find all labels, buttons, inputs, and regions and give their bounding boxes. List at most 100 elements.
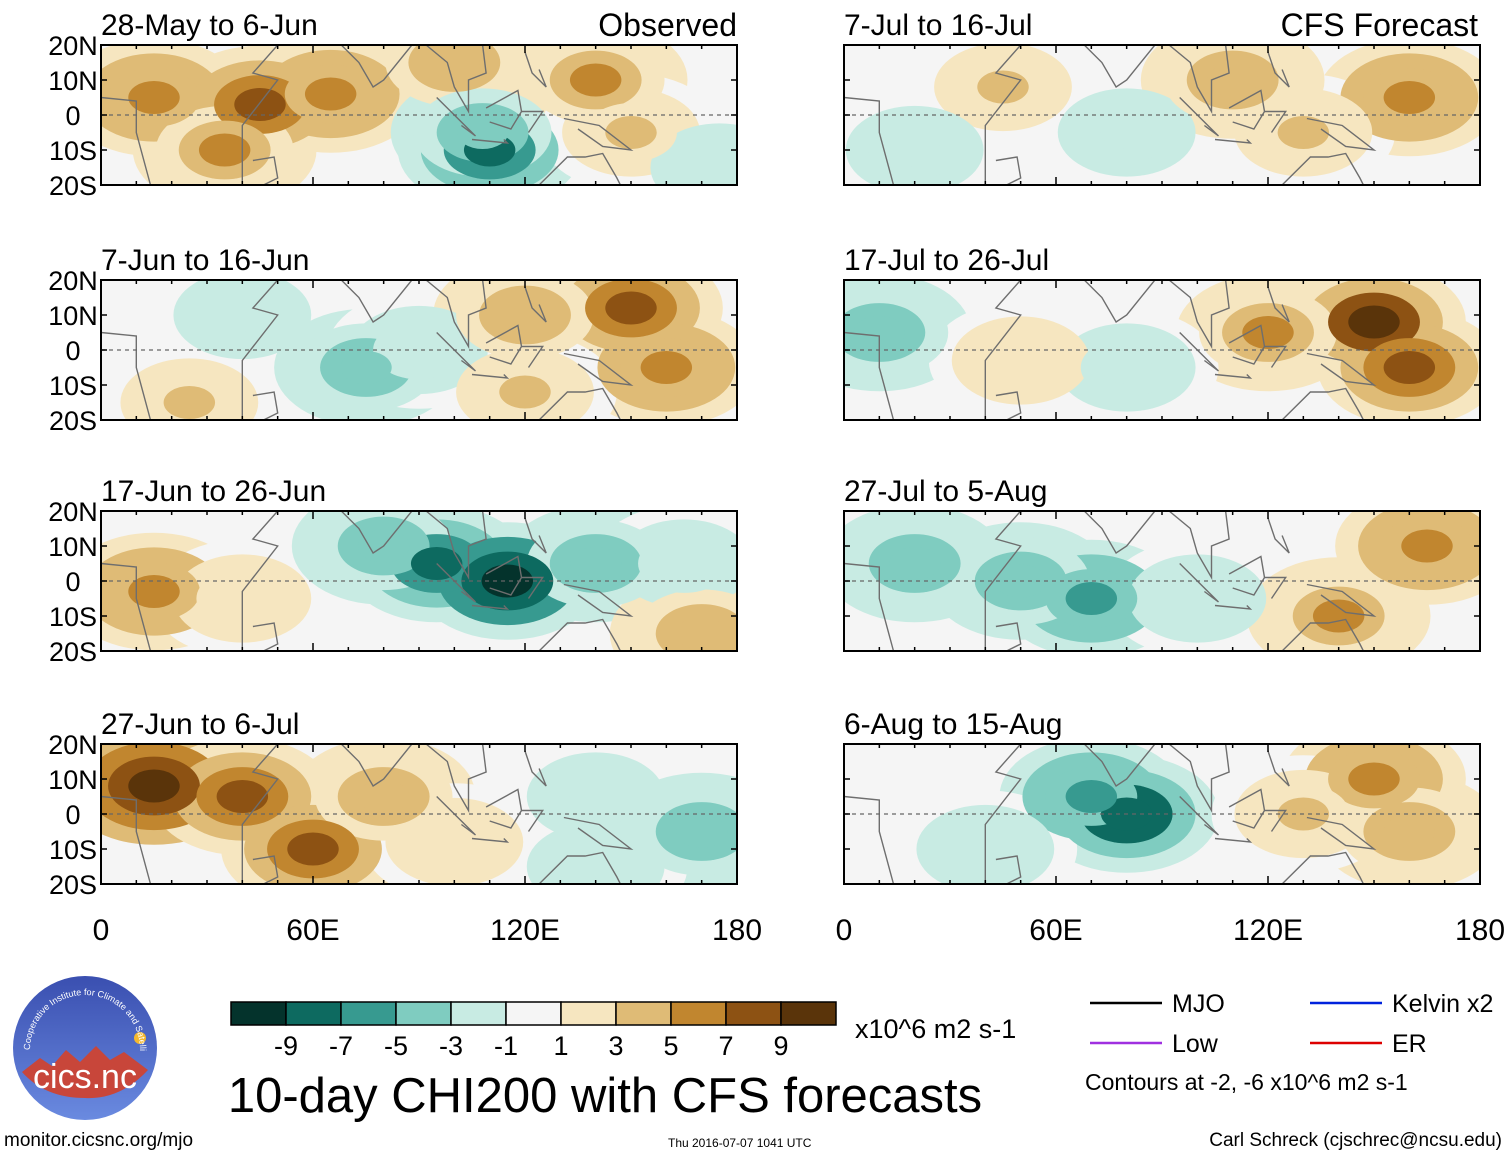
panel-period-label: 27-Jul to 5-Aug — [844, 475, 1047, 508]
coastline — [521, 110, 545, 133]
contour-legend: MJO Low Kelvin x2 ER Contours at -2, -6 x10^… — [1085, 990, 1493, 1095]
coastline — [1264, 110, 1288, 133]
anomaly-blob — [1206, 63, 1259, 97]
map-panel-7 — [843, 510, 1481, 652]
anomaly-blob — [1383, 81, 1436, 114]
coastline — [340, 280, 413, 323]
colorbar-tick-label: -5 — [384, 1031, 408, 1061]
coastline — [1267, 286, 1290, 323]
coastline — [436, 796, 476, 836]
coastline — [471, 138, 510, 144]
colorbar-swatch — [615, 1001, 672, 1026]
coastline — [1264, 345, 1288, 368]
anomaly-blob — [428, 825, 481, 859]
coastline — [521, 809, 545, 832]
colorbar-tick-label: -1 — [494, 1031, 518, 1061]
x-tick-label: 180 — [1455, 914, 1505, 947]
coastline — [1306, 117, 1377, 152]
coastline — [1267, 51, 1290, 88]
footer-author[interactable]: Carl Schreck (cjschrec@ncsu.edu) — [1209, 1130, 1502, 1151]
coastline — [252, 622, 279, 651]
anomaly-blob — [357, 780, 410, 813]
map-panel-5 — [843, 44, 1481, 186]
x-tick-label: 60E — [1029, 914, 1082, 947]
contour-legend-label: Low — [1172, 1030, 1219, 1058]
anomaly-blob — [569, 850, 622, 883]
anomaly-blob — [675, 815, 728, 848]
anomaly-blob — [287, 832, 339, 866]
coastline — [521, 345, 545, 368]
y-tick-label: 20S — [49, 171, 97, 201]
anomaly-blob — [234, 88, 286, 121]
panel-headers: Observed CFS Forecast 28-May to 6-Jun 7-J… — [101, 7, 1478, 741]
coastline — [340, 45, 413, 88]
anomaly-blob — [853, 316, 906, 349]
y-tick-label: 0 — [65, 567, 80, 597]
map-panel-3: 20N 10N 0 10S 20S — [48, 497, 738, 667]
y-tick-label: 0 — [65, 336, 80, 366]
coastline — [995, 855, 1022, 884]
y-tick-label: 0 — [65, 101, 80, 131]
coastline — [844, 45, 1022, 185]
contour-legend-label: Kelvin x2 — [1392, 990, 1493, 1018]
logo-text: cics.nc — [33, 1058, 137, 1096]
coastline — [1267, 750, 1290, 787]
logo-sun-icon — [134, 1032, 146, 1044]
coastline — [995, 622, 1022, 651]
anomaly-blob — [1383, 815, 1436, 848]
x-tick-label: 120E — [1233, 914, 1303, 947]
anomaly-blob — [340, 351, 392, 384]
colorbar-swatch — [340, 1001, 397, 1026]
footer-url[interactable]: monitor.cicsnc.org/mjo — [4, 1130, 194, 1151]
map-panel-1: 20N 10N 0 10S 20S — [48, 31, 738, 201]
anomaly-blob — [569, 63, 622, 97]
coastline — [1168, 511, 1230, 581]
anomaly-blob — [1100, 116, 1153, 149]
anomaly-blob — [693, 151, 737, 184]
panel-period-label: 17-Jul to 26-Jul — [844, 244, 1049, 277]
coastline — [1083, 280, 1156, 323]
contour-legend-label: MJO — [1172, 990, 1225, 1018]
coastline — [1281, 387, 1365, 420]
coastline — [436, 332, 476, 372]
anomaly-blob — [1100, 351, 1153, 384]
coastline — [524, 286, 547, 323]
anomaly-blob — [640, 351, 693, 384]
y-tick-label: 10N — [48, 532, 98, 562]
coastline — [563, 352, 634, 387]
coastline — [1083, 744, 1156, 787]
anomaly-blob — [1348, 305, 1400, 339]
x-tick-label: 120E — [490, 914, 560, 947]
coastline — [101, 45, 279, 185]
coastline — [340, 744, 413, 787]
colorbar: -9 -7 -5 -3 -1 1 3 5 7 9 x10^6 m2 s-1 — [230, 1001, 1016, 1061]
coastline — [1214, 138, 1253, 144]
anomaly-blob — [499, 298, 551, 332]
coastline — [436, 97, 476, 137]
coastline — [1214, 837, 1253, 843]
coastline — [538, 152, 622, 185]
colorbar-swatch — [230, 1001, 287, 1026]
colorbar-tick-label: 5 — [663, 1031, 678, 1061]
y-tick-label: 20N — [48, 730, 98, 760]
coastline — [524, 750, 547, 787]
coastline — [425, 511, 487, 581]
coastline — [563, 117, 634, 152]
anomaly-blob — [888, 133, 941, 167]
y-tick-label: 20N — [48, 497, 98, 527]
x-tick-label: 60E — [286, 914, 339, 947]
colorbar-tick-label: -9 — [274, 1031, 298, 1061]
anomaly-blob — [216, 780, 269, 813]
colorbar-tick-label: 3 — [608, 1031, 623, 1061]
coastline — [1168, 45, 1230, 115]
map-panel-4: 20N 10N 0 10S 20S — [48, 730, 738, 900]
anomaly-blob — [1242, 316, 1294, 349]
anomaly-blob — [499, 375, 551, 409]
colorbar-tick-label: -7 — [329, 1031, 353, 1061]
anomaly-blob — [888, 547, 941, 580]
coastline — [101, 744, 279, 884]
colorbar-tick-label: -3 — [439, 1031, 463, 1061]
colorbar-swatch — [285, 1001, 342, 1026]
anomaly-blob — [605, 291, 657, 325]
